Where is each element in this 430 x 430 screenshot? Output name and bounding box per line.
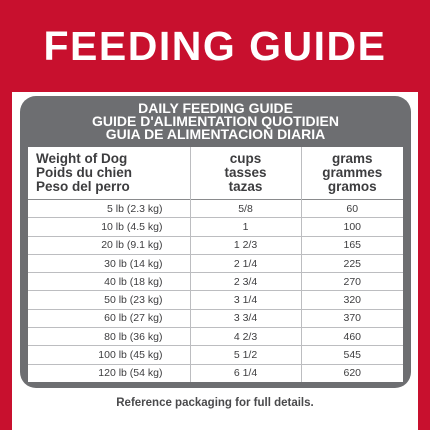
weight-cell: 5 lb (2.3 kg) xyxy=(107,202,163,215)
grams-cell: 165 xyxy=(300,235,403,255)
table-heading-en: DAILY FEEDING GUIDE xyxy=(138,100,293,116)
weight-cell: 40 lb (18 kg) xyxy=(28,272,190,291)
grams-cell: 270 xyxy=(300,272,403,291)
table-heading-fr: GUIDE D'ALIMENTATION QUOTIDIEN xyxy=(91,113,340,129)
grams-cell: 60 xyxy=(300,199,403,218)
feeding-table-card: DAILY FEEDING GUIDE GUIDE D'ALIMENTATION… xyxy=(20,96,411,388)
table-row: 120 lb (54 kg) 6 1/4 620 xyxy=(28,363,403,382)
cups-cell: 6 1/4 xyxy=(189,363,301,382)
weight-cell: 80 lb (36 kg) xyxy=(28,327,190,346)
table-row: 100 lb (45 kg) 5 1/2 545 xyxy=(28,345,403,365)
column-header-grams-fr: grammes xyxy=(322,165,383,180)
feeding-table: Weight of Dog Poids du chien Peso del pe… xyxy=(28,147,403,382)
column-header-cups-en: cups xyxy=(229,151,262,166)
column-header-grams-es: gramos xyxy=(327,179,377,194)
grams-cell: 370 xyxy=(300,308,403,328)
weight-cell: 120 lb (54 kg) xyxy=(28,363,190,382)
column-header-weight-es: Peso del perro xyxy=(36,179,130,194)
grams-cell: 225 xyxy=(300,253,403,273)
table-heading: DAILY FEEDING GUIDE GUIDE D'ALIMENTATION… xyxy=(20,100,411,142)
weight-cell: 60 lb (27 kg) xyxy=(28,308,190,328)
weight-cell: 10 lb (4.5 kg) xyxy=(28,217,190,237)
column-header-cups-fr: tasses xyxy=(224,165,267,180)
cups-cell: 1 xyxy=(189,217,301,237)
grams-cell: 460 xyxy=(300,327,403,346)
grams-cell: 620 xyxy=(300,363,403,382)
table-row: 50 lb (23 kg) 3 1/4 320 xyxy=(28,290,403,310)
left-red-band xyxy=(0,0,12,430)
cups-cell: 4 2/3 xyxy=(189,327,301,346)
cups-cell: 5 1/2 xyxy=(189,345,301,365)
table-header-row: Weight of Dog Poids du chien Peso del pe… xyxy=(28,147,403,200)
grams-cell: 100 xyxy=(300,217,403,237)
table-row: 60 lb (27 kg) 3 3/4 370 xyxy=(28,308,403,328)
column-header-cups-es: tazas xyxy=(228,179,263,194)
weight-cell: 20 lb (9.1 kg) xyxy=(28,235,190,255)
footnote: Reference packaging for full details. xyxy=(116,397,314,409)
grams-cell: 545 xyxy=(300,345,403,365)
table-row: 30 lb (14 kg) 2 1/4 225 xyxy=(28,253,403,273)
cups-cell: 2 3/4 xyxy=(189,272,301,291)
column-header-weight: Weight of Dog Poids du chien Peso del pe… xyxy=(28,147,190,200)
cups-cell: 5/8 xyxy=(189,199,301,218)
table-heading-es: GUIA DE ALIMENTACION DIARIA xyxy=(105,126,326,142)
table-row: 80 lb (36 kg) 4 2/3 460 xyxy=(28,327,403,346)
cups-cell: 2 1/4 xyxy=(189,253,301,273)
cups-cell: 3 1/4 xyxy=(189,290,301,310)
weight-cell: 100 lb (45 kg) xyxy=(28,345,190,365)
weight-cell: 50 lb (23 kg) xyxy=(28,290,190,310)
column-header-weight-en: Weight of Dog xyxy=(36,151,128,166)
cups-cell: 3 3/4 xyxy=(189,308,301,328)
cups-cell: 1 2/3 xyxy=(189,235,301,255)
table-row: 20 lb (9.1 kg) 1 2/3 165 xyxy=(28,235,403,255)
column-header-grams: grams grammes gramos xyxy=(300,147,403,200)
title-banner: FEEDING GUIDE xyxy=(0,0,430,92)
table-row: 5 lb (2.3 kg) 5/8 60 xyxy=(28,199,403,218)
grams-cell: 320 xyxy=(300,290,403,310)
column-header-cups: cups tasses tazas xyxy=(189,147,301,200)
page-title: FEEDING GUIDE xyxy=(43,22,387,69)
table-row: 10 lb (4.5 kg) 1 100 xyxy=(28,217,403,237)
weight-cell: 30 lb (14 kg) xyxy=(28,253,190,273)
right-red-band xyxy=(418,0,430,430)
table-row: 40 lb (18 kg) 2 3/4 270 xyxy=(28,272,403,291)
column-header-weight-fr: Poids du chien xyxy=(36,165,133,180)
column-header-grams-en: grams xyxy=(331,151,373,166)
